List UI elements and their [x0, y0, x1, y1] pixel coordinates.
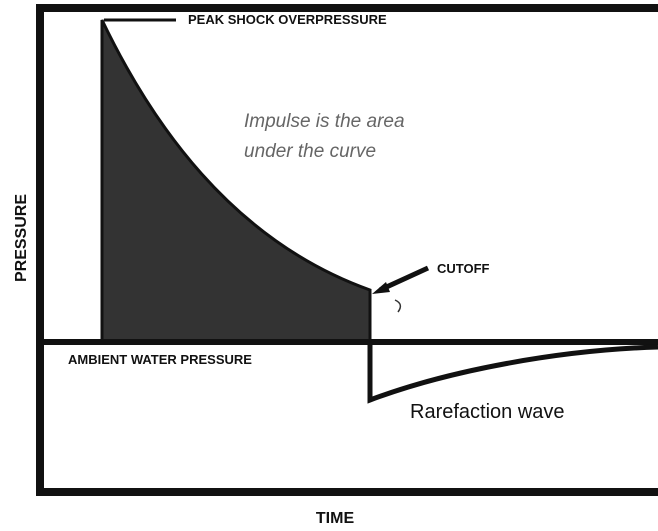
impulse-note: Impulse is the area — [244, 111, 405, 132]
cutoff-arrowhead — [372, 282, 390, 294]
frame — [36, 4, 658, 496]
peak-label: PEAK SHOCK OVERPRESSURE — [188, 12, 387, 27]
y-axis-label: PRESSURE — [13, 194, 30, 282]
impulse-area — [100, 19, 372, 344]
rarefaction-label: Rarefaction wave — [410, 401, 565, 423]
impulse-note: under the curve — [244, 141, 376, 162]
x-axis-label: TIME — [316, 510, 355, 527]
cutoff-mark — [394, 299, 402, 313]
cutoff-label: CUTOFF — [437, 261, 490, 276]
cutoff-arrow — [378, 265, 430, 293]
rarefaction-curve — [367, 342, 658, 404]
ambient-label: AMBIENT WATER PRESSURE — [68, 352, 252, 367]
